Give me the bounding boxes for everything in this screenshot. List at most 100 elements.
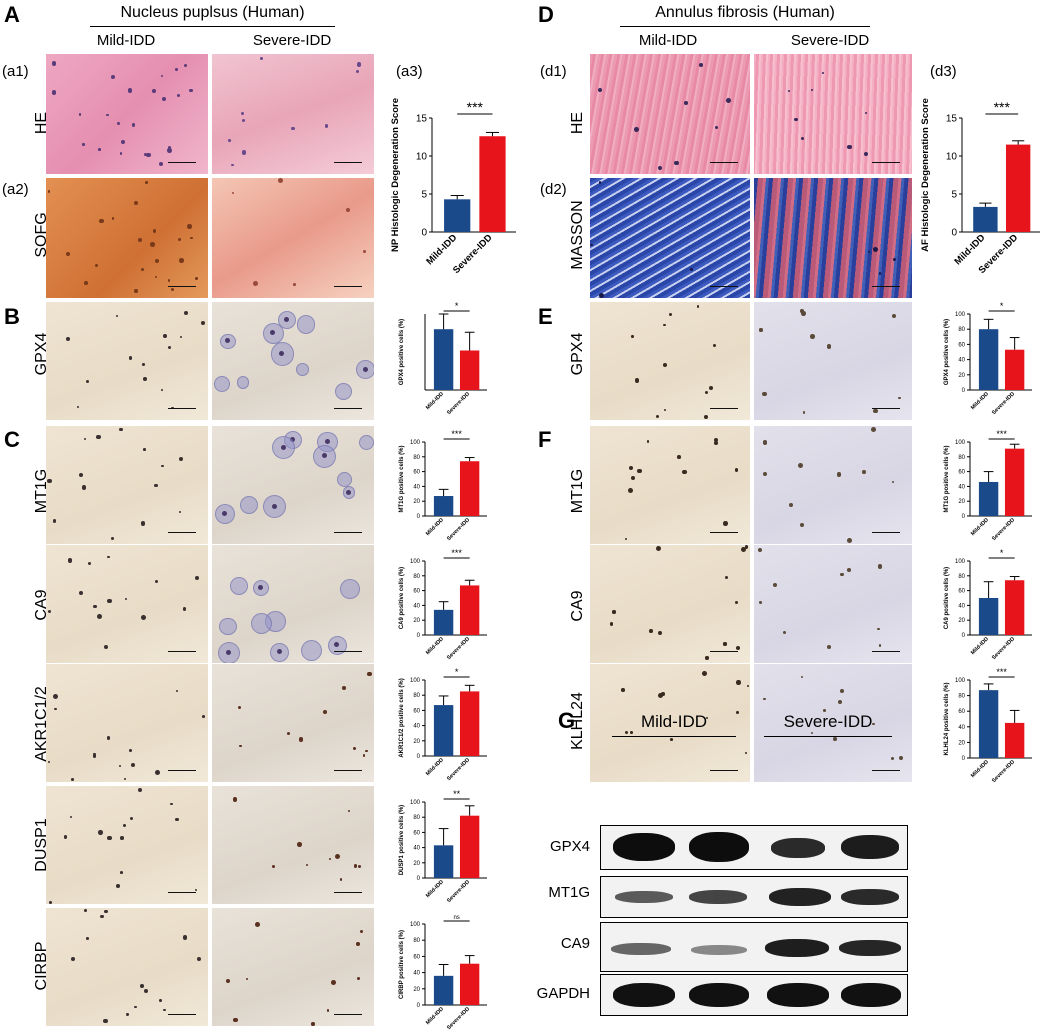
cell-nucleus	[52, 90, 57, 95]
cell-nucleus	[152, 89, 156, 94]
cell-nucleus	[134, 1005, 137, 1009]
wb-blot-mt1g	[600, 876, 908, 918]
significance-label: *	[1000, 301, 1004, 311]
cell-nucleus	[612, 610, 616, 614]
ihc-tile-np-mild-cirbp	[46, 908, 208, 1026]
cell-nucleus	[833, 737, 837, 741]
cell-nucleus	[621, 688, 625, 692]
cell-nucleus	[646, 440, 650, 443]
panel-label-A: A	[4, 2, 20, 27]
bar-severe	[459, 461, 480, 516]
cell-nucleus	[83, 908, 87, 912]
scale-bar	[710, 532, 738, 533]
bar-mild	[433, 329, 454, 390]
cell-nucleus	[735, 711, 739, 714]
cell-nucleus	[328, 857, 332, 861]
y-tick-label: 15	[416, 113, 428, 124]
cell-nucleus	[219, 617, 237, 635]
cell-nucleus	[723, 521, 728, 526]
cell-nucleus	[363, 250, 367, 254]
cell-nucleus	[115, 314, 118, 317]
sofg-tile-np-severe	[212, 178, 374, 298]
ihc-tile-np-mild-dusp1	[46, 786, 208, 904]
cell-nucleus	[131, 123, 136, 127]
cell-nucleus	[195, 277, 198, 280]
cell-nucleus	[130, 763, 135, 768]
cell-nucleus	[810, 89, 813, 92]
scale-bar	[334, 286, 362, 287]
y-tick-label: 80	[958, 574, 965, 580]
cell-nucleus	[799, 522, 805, 528]
y-tick-label: 0	[951, 227, 957, 238]
y-tick-label: 5	[421, 189, 427, 200]
cell-nucleus	[356, 941, 360, 946]
cell-nucleus	[154, 769, 160, 775]
cell-nucleus	[99, 218, 105, 224]
cell-nucleus	[179, 335, 182, 339]
cell-nucleus	[655, 546, 661, 552]
row-label-masson: MASSON	[569, 200, 586, 270]
scale-bar	[710, 651, 738, 652]
x-tick-label: Severe-IDD	[991, 391, 1016, 416]
cell-nucleus	[597, 87, 602, 92]
cell-nucleus	[744, 545, 749, 549]
bar-severe	[1005, 144, 1031, 232]
sofg-tile-np-mild	[46, 178, 208, 298]
cell-nucleus	[346, 489, 352, 495]
cell-nucleus	[826, 344, 832, 349]
cell-nucleus	[702, 671, 707, 676]
cell-nucleus	[712, 343, 717, 348]
y-axis-label: AKR1C1/2 positive cells (%)	[399, 678, 405, 757]
cell-nucleus	[97, 613, 103, 619]
cell-nucleus	[278, 178, 284, 183]
cell-nucleus	[160, 389, 163, 392]
bar-mild	[433, 609, 454, 635]
y-tick-label: 60	[413, 954, 420, 960]
cell-nucleus	[324, 439, 330, 445]
row-label-he-left: HE	[33, 111, 50, 135]
cell-nucleus	[356, 62, 362, 67]
cell-nucleus	[293, 282, 296, 286]
cell-nucleus	[715, 125, 719, 130]
right-section-title: Annulus fibrosis (Human)	[655, 4, 835, 21]
cell-nucleus	[187, 224, 192, 229]
cell-nucleus	[178, 457, 183, 462]
cell-nucleus	[106, 736, 110, 740]
scale-bar	[710, 408, 738, 409]
cell-nucleus	[123, 823, 127, 827]
cell-nucleus	[79, 473, 84, 478]
x-tick-label: Mild-IDD	[425, 879, 445, 899]
wb-band	[691, 945, 747, 955]
cell-nucleus	[92, 754, 97, 758]
cell-nucleus	[96, 434, 101, 439]
significance-label: ***	[451, 429, 462, 439]
y-tick-label: 100	[410, 922, 421, 928]
y-tick-label: 100	[955, 312, 966, 318]
cell-nucleus	[141, 615, 146, 621]
y-tick-label: 0	[421, 227, 427, 238]
cell-nucleus	[163, 333, 167, 338]
cell-nucleus	[134, 289, 138, 293]
y-tick-label: 0	[962, 388, 966, 394]
cell-nucleus	[107, 598, 112, 604]
cell-nucleus	[788, 502, 794, 507]
x-tick-label: Mild-IDD	[425, 636, 445, 656]
cell-nucleus	[98, 830, 103, 835]
y-tick-label: 80	[958, 455, 965, 461]
row-label-klhl24: KLHL24	[569, 692, 586, 750]
cell-nucleus	[873, 408, 878, 414]
cell-nucleus	[229, 576, 248, 595]
y-tick-label: 40	[958, 603, 965, 609]
cell-nucleus	[758, 600, 762, 604]
ihc-tile-af-severe-gpx4	[754, 302, 912, 420]
ihc-tile-af-mild-mt1g	[590, 426, 750, 544]
cell-nucleus	[359, 435, 374, 451]
cell-nucleus	[744, 751, 748, 755]
cell-nucleus	[628, 487, 633, 493]
cell-nucleus	[167, 279, 171, 282]
cell-nucleus	[878, 564, 883, 569]
cell-nucleus	[47, 761, 51, 764]
scale-bar	[168, 162, 196, 163]
cell-nucleus	[762, 391, 767, 397]
cell-nucleus	[270, 330, 276, 336]
